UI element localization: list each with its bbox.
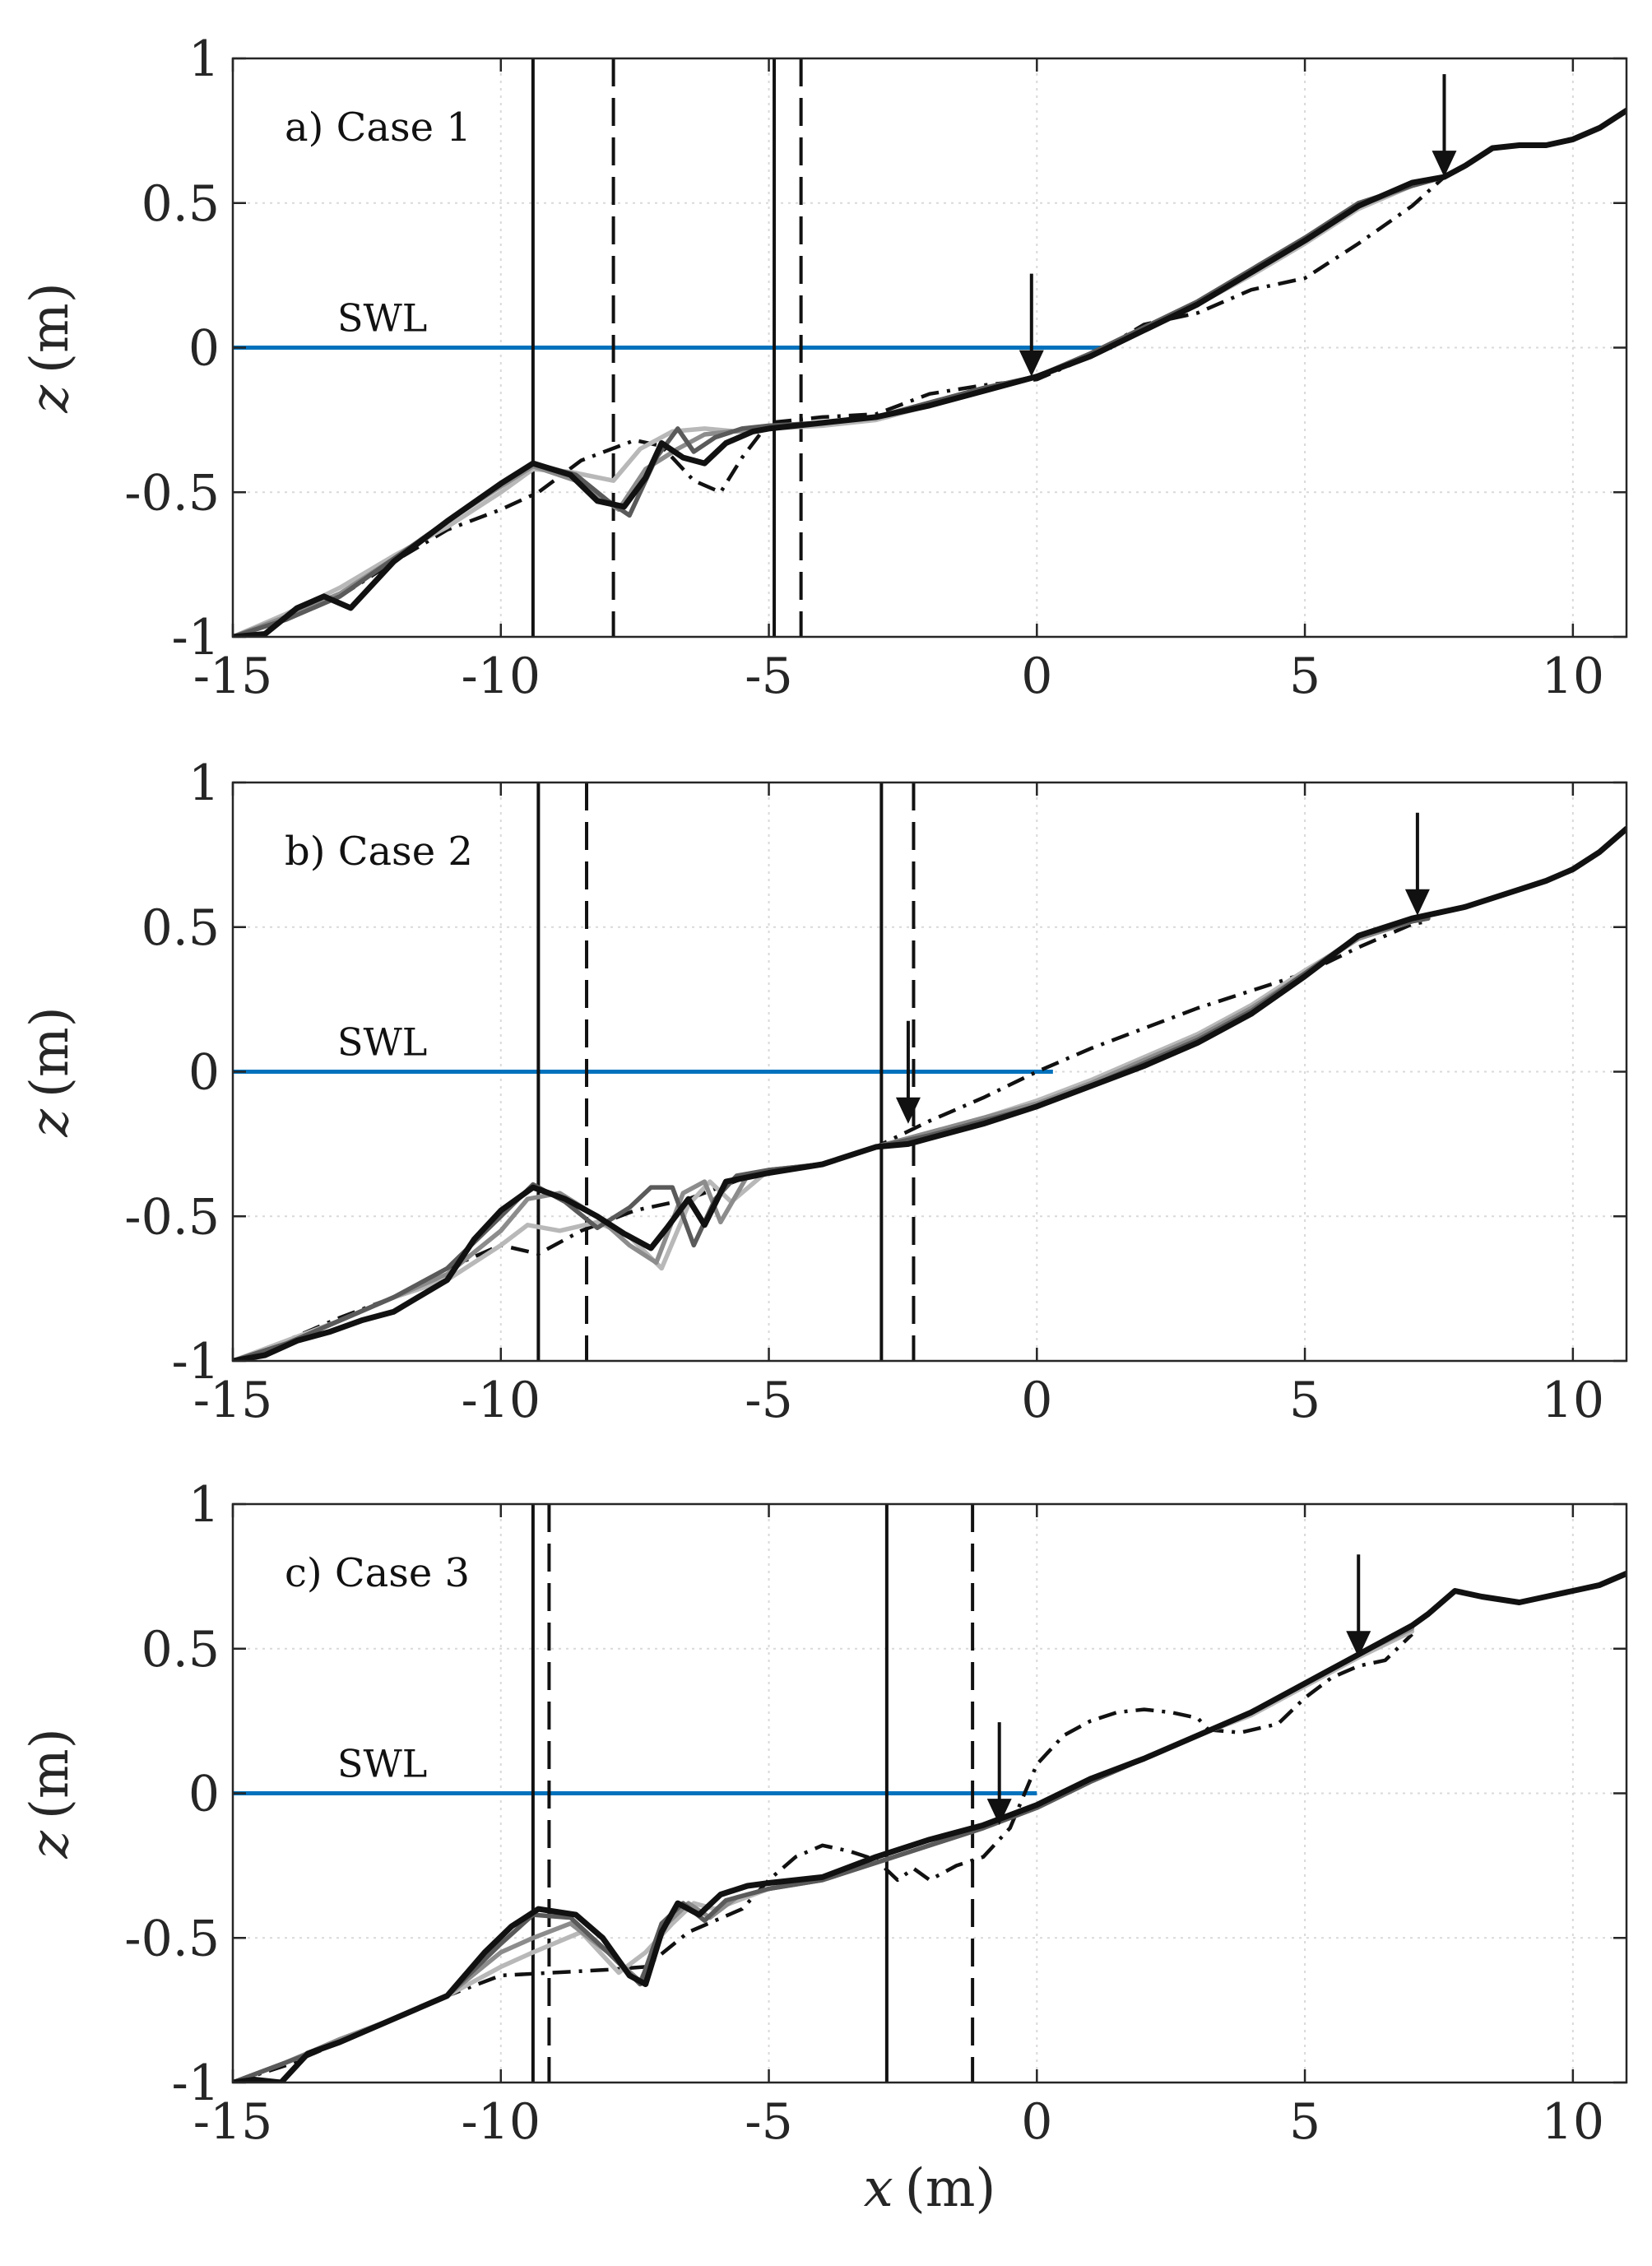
x-axis-label: x (m) xyxy=(864,2158,996,2219)
x-tick-label: -10 xyxy=(461,2093,541,2151)
arrow-head xyxy=(895,1097,921,1124)
y-tick-label: 0 xyxy=(188,320,220,378)
y-tick-label: -0.5 xyxy=(124,1910,220,1967)
x-axis-label-unit: (m) xyxy=(905,2158,996,2219)
y-tick-label: 1 xyxy=(188,1476,220,1534)
y-axis-label-unit: (m) xyxy=(20,1006,81,1098)
y-axis-label-unit: (m) xyxy=(20,1728,81,1819)
panel-label: c) Case 3 xyxy=(285,1550,470,1596)
y-tick-label: -1 xyxy=(172,609,220,666)
x-tick-label: 0 xyxy=(1021,648,1052,705)
panel-label: b) Case 2 xyxy=(285,829,473,875)
x-tick-label: 5 xyxy=(1289,2093,1320,2151)
x-tick-label: 10 xyxy=(1542,2093,1604,2151)
x-tick-label: -15 xyxy=(193,2093,273,2151)
y-tick-label: 1 xyxy=(188,755,220,812)
series-profile-black xyxy=(233,825,1626,1361)
series-profile-dashdot xyxy=(233,919,1429,1361)
x-tick-label: -15 xyxy=(193,648,273,705)
y-tick-label: -0.5 xyxy=(124,1188,220,1246)
series-profile-gray-mid xyxy=(233,916,1431,1361)
x-tick-label: 5 xyxy=(1289,648,1320,705)
swl-label: SWL xyxy=(337,1020,427,1065)
x-tick-label: -5 xyxy=(745,1372,792,1429)
y-axis-label: z (m) xyxy=(20,1006,81,1137)
x-tick-label: -5 xyxy=(745,648,792,705)
swl-label: SWL xyxy=(337,296,427,341)
y-tick-label: 1 xyxy=(188,30,220,88)
swl-label: SWL xyxy=(337,1742,427,1786)
y-tick-label: 0.5 xyxy=(142,899,220,957)
y-axis-label-var: z xyxy=(20,1108,81,1138)
arrow-head xyxy=(1404,889,1430,916)
arrow-head xyxy=(1432,151,1457,178)
y-axis-label: z (m) xyxy=(20,282,81,413)
plot-area xyxy=(233,1504,1626,2083)
y-tick-label: -1 xyxy=(172,2055,220,2112)
x-tick-label: -10 xyxy=(461,1372,541,1429)
x-tick-label: 0 xyxy=(1021,2093,1052,2151)
panel-label: a) Case 1 xyxy=(285,104,471,151)
y-tick-label: 0 xyxy=(188,1044,220,1102)
plot-area xyxy=(233,58,1626,637)
arrow-head xyxy=(1346,1631,1371,1658)
series-profile-gray-light xyxy=(233,174,1447,637)
y-tick-label: 0 xyxy=(188,1766,220,1823)
series-profile-black xyxy=(233,107,1626,637)
x-axis-label-var: x xyxy=(864,2158,893,2219)
x-tick-label: -5 xyxy=(745,2093,792,2151)
x-tick-label: 10 xyxy=(1542,648,1604,705)
x-tick-label: 5 xyxy=(1289,1372,1320,1429)
series-profile-gray-mid xyxy=(233,174,1447,637)
series-profile-dashdot xyxy=(233,175,1446,637)
arrow-head xyxy=(1019,350,1044,377)
panel-3: -15 -10 -5 0 5 10-1-0.500.51z(m)x (m)c) Case 3… xyxy=(20,1476,1628,2219)
y-axis-label-var: z xyxy=(20,1830,81,1860)
x-tick-label: 10 xyxy=(1542,1372,1604,1429)
panel-2: -15 -10 -5 0 5 10 -1 -0.5 0 0.5 1 z (m) b) Case 2 SWL xyxy=(20,755,1628,1429)
series-profile-gray-light xyxy=(233,916,1431,1361)
y-tick-label: 0.5 xyxy=(142,175,220,233)
y-tick-label: -0.5 xyxy=(124,464,220,522)
y-tick-label: -1 xyxy=(172,1333,220,1391)
y-axis-label-unit: (m) xyxy=(20,282,81,374)
x-tick-label: 0 xyxy=(1021,1372,1052,1429)
y-axis-label: z (m) xyxy=(20,1728,81,1859)
series-profile-gray-dark xyxy=(233,174,1447,637)
arrow-head xyxy=(986,1799,1012,1826)
panel-1: -15 -10 -5 0 5 10 -1 -0.5 0 0.5 1 z (m) a) Case 1 SWL xyxy=(20,30,1628,705)
series-profile-gray-dark xyxy=(233,916,1431,1361)
x-tick-label: -15 xyxy=(193,1372,273,1429)
series-profile-dashdot xyxy=(233,1632,1413,2083)
x-tick-label: -10 xyxy=(461,648,541,705)
series-profile-black xyxy=(233,1570,1626,2083)
y-tick-label: 0.5 xyxy=(142,1621,220,1679)
y-axis-label-var: z xyxy=(20,384,81,414)
plot-area xyxy=(233,782,1626,1361)
